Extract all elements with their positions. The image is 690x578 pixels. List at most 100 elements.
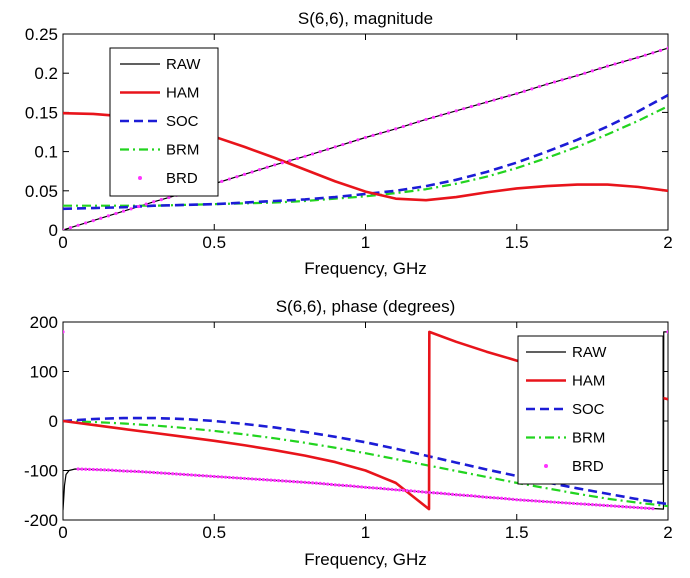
data-point xyxy=(643,53,647,57)
data-point xyxy=(579,502,583,506)
data-point xyxy=(658,48,663,53)
data-point xyxy=(469,494,473,498)
data-point xyxy=(636,506,640,510)
x-tick-label: 2 xyxy=(663,523,672,542)
data-point xyxy=(91,467,95,472)
data-point xyxy=(197,473,201,478)
data-point xyxy=(235,175,239,179)
x-tick-label: 0 xyxy=(58,233,67,252)
data-point xyxy=(481,495,485,499)
data-point xyxy=(469,104,473,109)
data-point xyxy=(522,89,526,93)
data-point xyxy=(643,506,647,510)
data-point xyxy=(545,500,549,504)
x-tick-label: 1 xyxy=(361,523,370,542)
data-point xyxy=(133,469,137,473)
data-point xyxy=(613,62,617,66)
data-point xyxy=(322,482,326,486)
series-soc-line xyxy=(63,94,668,211)
data-point xyxy=(152,470,156,475)
data-point xyxy=(167,195,171,200)
data-point xyxy=(87,467,92,471)
data-point xyxy=(356,484,360,489)
data-point xyxy=(227,475,231,480)
data-point xyxy=(500,496,504,500)
data-point xyxy=(174,472,179,476)
data-point xyxy=(431,115,436,119)
data-point xyxy=(148,470,152,474)
data-point xyxy=(318,150,322,154)
data-point xyxy=(575,73,579,78)
data-point xyxy=(307,481,311,485)
data-point xyxy=(575,502,579,506)
data-point xyxy=(250,477,254,481)
data-point xyxy=(106,468,110,472)
data-point xyxy=(265,165,269,169)
data-point xyxy=(84,467,88,471)
data-point xyxy=(413,489,417,493)
data-point xyxy=(144,470,148,474)
data-point xyxy=(125,469,129,473)
chart-title: S(6,6), phase (degrees) xyxy=(276,297,456,316)
data-point xyxy=(242,476,247,481)
data-point xyxy=(530,87,534,91)
legend: RAW HAM SOC BRM BRD xyxy=(517,335,664,485)
data-point xyxy=(386,487,390,491)
data-point xyxy=(401,124,405,129)
data-point xyxy=(583,71,587,75)
data-point xyxy=(186,473,190,477)
data-point xyxy=(189,473,194,477)
data-point xyxy=(477,494,481,499)
legend-label-raw: RAW xyxy=(166,56,201,73)
data-point xyxy=(310,152,315,156)
data-point xyxy=(545,82,549,86)
data-point xyxy=(571,501,576,506)
data-point xyxy=(76,467,80,471)
data-point xyxy=(511,497,515,501)
data-point xyxy=(220,475,224,479)
data-point xyxy=(344,483,349,488)
data-point xyxy=(609,504,613,508)
data-point xyxy=(363,135,368,140)
data-point xyxy=(205,474,209,478)
series-brm-line xyxy=(63,419,668,508)
x-tick-label: 0.5 xyxy=(202,233,226,252)
data-point xyxy=(280,161,284,165)
data-point xyxy=(193,473,197,477)
data-point xyxy=(439,491,443,495)
series-brd-markers xyxy=(63,46,668,230)
legend-label-brm: BRM xyxy=(166,142,199,159)
y-tick-label: 100 xyxy=(30,363,58,382)
data-point xyxy=(216,475,220,479)
data-point xyxy=(258,477,262,482)
data-point xyxy=(341,483,345,487)
data-point xyxy=(231,476,235,480)
data-point xyxy=(269,478,273,482)
legend-swatch-brd xyxy=(138,176,142,180)
data-point xyxy=(401,488,405,492)
data-point xyxy=(605,64,610,68)
data-point xyxy=(159,471,163,475)
data-point xyxy=(171,472,175,476)
data-point xyxy=(379,486,383,490)
data-point xyxy=(515,91,519,96)
data-point xyxy=(552,500,557,504)
data-point xyxy=(254,477,258,481)
data-point xyxy=(295,480,300,484)
y-tick-label: -200 xyxy=(24,511,58,530)
data-point xyxy=(541,499,545,504)
data-point xyxy=(431,491,436,495)
data-point xyxy=(477,102,481,106)
data-point xyxy=(265,478,269,482)
data-point xyxy=(590,503,594,507)
data-point xyxy=(227,177,231,181)
data-point xyxy=(526,498,530,503)
data-point xyxy=(167,471,171,476)
data-point xyxy=(537,499,542,503)
y-tick-label: 0 xyxy=(49,412,58,431)
data-point xyxy=(348,484,352,488)
legend-label-soc: SOC xyxy=(166,113,199,130)
data-point xyxy=(534,499,538,503)
data-point xyxy=(454,109,458,113)
